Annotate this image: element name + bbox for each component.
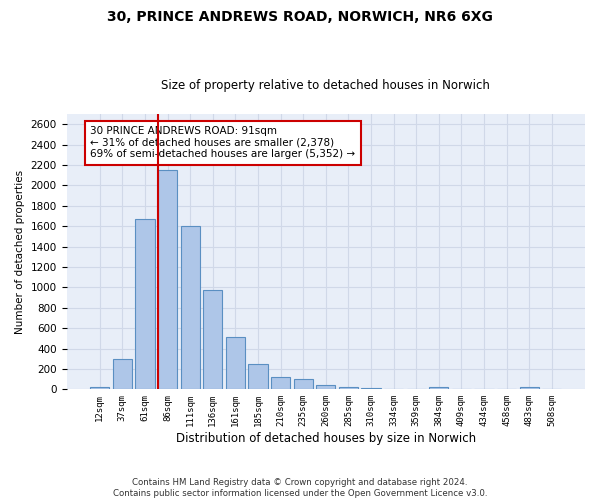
Bar	[293, 379, 313, 390]
Bar	[316, 384, 335, 390]
Bar	[384, 389, 403, 390]
Bar	[203, 290, 223, 390]
Bar	[475, 389, 494, 390]
Text: Contains HM Land Registry data © Crown copyright and database right 2024.
Contai: Contains HM Land Registry data © Crown c…	[113, 478, 487, 498]
Bar	[90, 388, 109, 390]
Title: Size of property relative to detached houses in Norwich: Size of property relative to detached ho…	[161, 79, 490, 92]
X-axis label: Distribution of detached houses by size in Norwich: Distribution of detached houses by size …	[176, 432, 476, 445]
Bar	[136, 219, 155, 390]
Bar	[181, 226, 200, 390]
Bar	[158, 170, 177, 390]
Bar	[271, 377, 290, 390]
Bar	[429, 388, 448, 390]
Bar	[520, 388, 539, 390]
Bar	[113, 358, 132, 390]
Bar	[452, 389, 471, 390]
Bar	[339, 388, 358, 390]
Y-axis label: Number of detached properties: Number of detached properties	[15, 170, 25, 334]
Text: 30 PRINCE ANDREWS ROAD: 91sqm
← 31% of detached houses are smaller (2,378)
69% o: 30 PRINCE ANDREWS ROAD: 91sqm ← 31% of d…	[90, 126, 355, 160]
Bar	[407, 389, 426, 390]
Text: 30, PRINCE ANDREWS ROAD, NORWICH, NR6 6XG: 30, PRINCE ANDREWS ROAD, NORWICH, NR6 6X…	[107, 10, 493, 24]
Bar	[248, 364, 268, 390]
Bar	[361, 388, 380, 390]
Bar	[226, 338, 245, 390]
